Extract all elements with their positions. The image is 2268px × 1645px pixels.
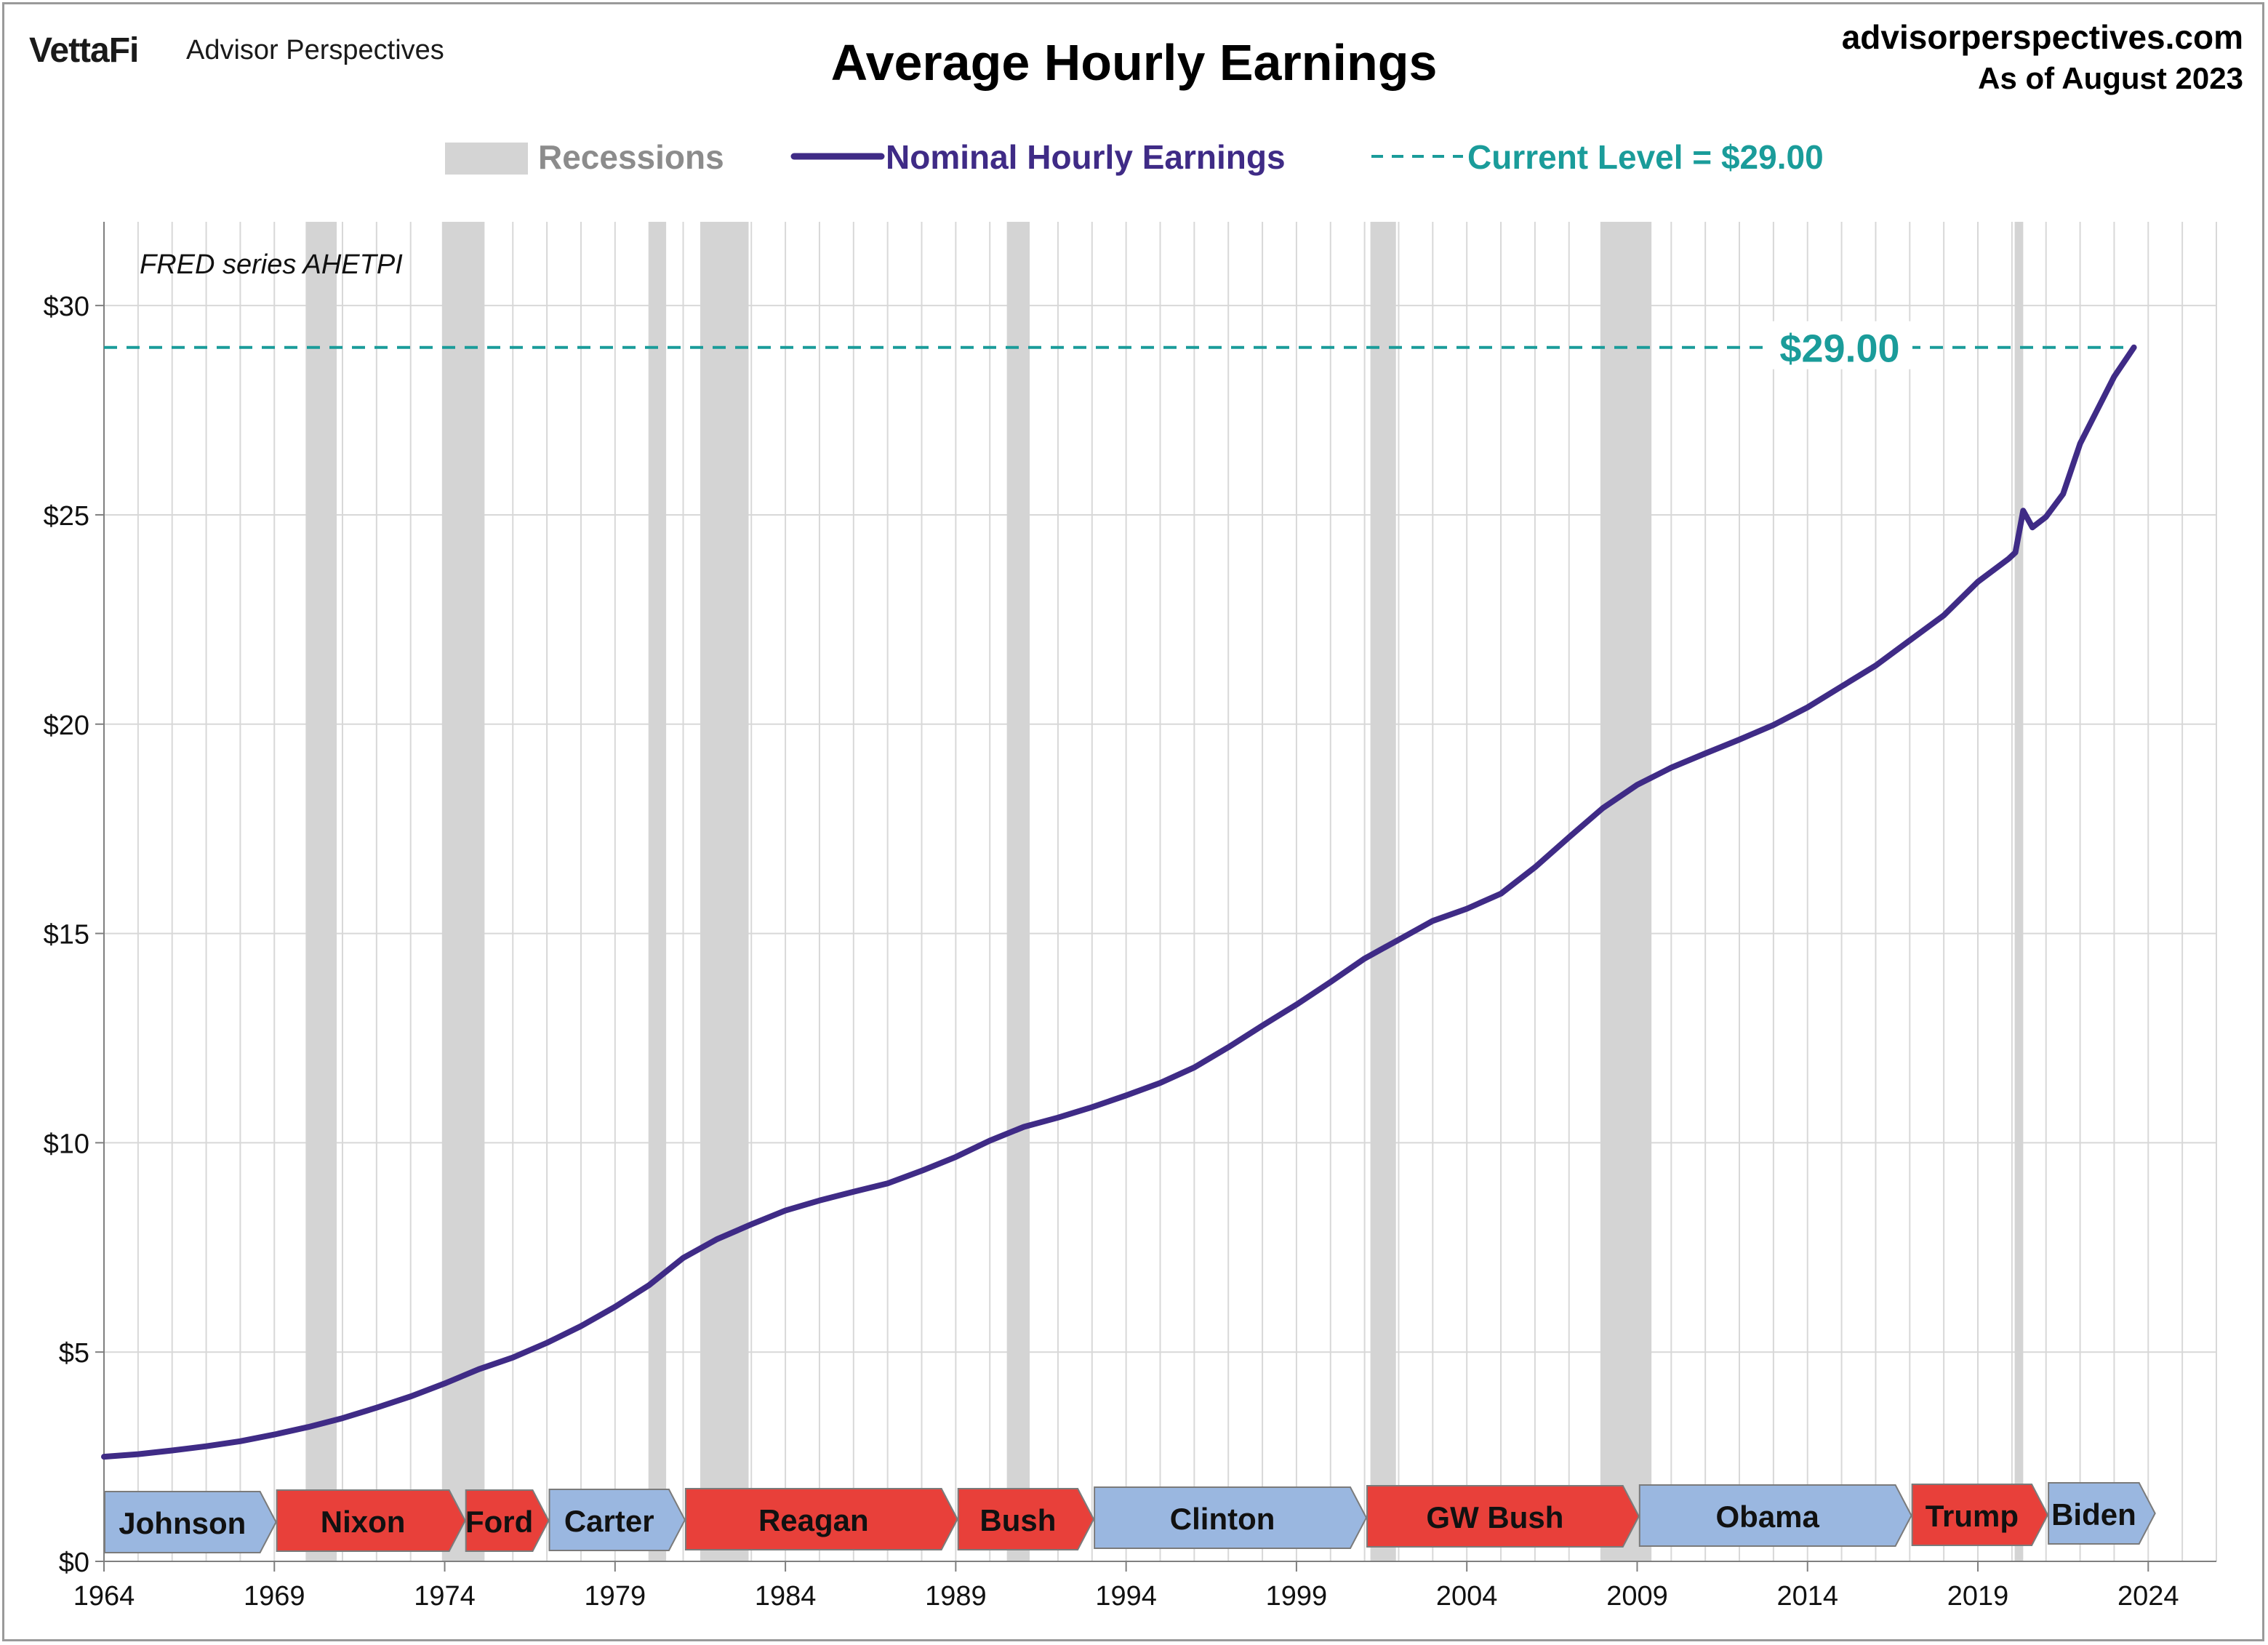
- recession-bands: [305, 222, 2024, 1561]
- y-tick-label: $0: [59, 1548, 89, 1578]
- vettafi-logo: VettaFi: [29, 31, 139, 70]
- x-tick-label: 1999: [1266, 1581, 1328, 1612]
- y-tick-label: $15: [44, 920, 89, 950]
- president-arrow-clinton: [1094, 1486, 1368, 1549]
- president-arrow-gw-bush: [1366, 1485, 1640, 1548]
- recession-band: [2014, 222, 2024, 1561]
- legend-recession-swatch: [445, 143, 528, 175]
- recession-band: [1370, 222, 1396, 1561]
- chart-title: Average Hourly Earnings: [830, 34, 1438, 91]
- recession-band: [305, 222, 337, 1561]
- source-note: FRED series AHETPI: [140, 249, 403, 280]
- president-label-obama: Obama: [1716, 1500, 1820, 1534]
- recession-band: [1600, 222, 1652, 1561]
- recession-band: [649, 222, 667, 1561]
- series-line-nominal-hourly-earnings: [101, 344, 2137, 1460]
- current-level: $29.00: [104, 321, 2134, 371]
- president-arrow-trump: [1911, 1484, 2049, 1546]
- x-tick-label: 2024: [2117, 1581, 2179, 1612]
- recession-band: [441, 222, 485, 1561]
- president-arrow-biden: [2048, 1482, 2156, 1545]
- president-label-reagan: Reagan: [758, 1503, 869, 1537]
- x-tick-label: 2014: [1776, 1581, 1838, 1612]
- legend-recession-label: Recessions: [538, 138, 724, 176]
- y-tick-label: $30: [44, 292, 89, 322]
- recession-band: [1006, 222, 1030, 1561]
- brand-name: Advisor Perspectives: [186, 35, 444, 65]
- x-tick-label: 1969: [244, 1581, 305, 1612]
- legend: Recessions Nominal Hourly Earnings Curre…: [445, 138, 1824, 176]
- x-tick-label: 1994: [1095, 1581, 1157, 1612]
- axes: $0 $5 $10 $15 $20 $25 $30 1964 1969 1974 1979 1984 1…: [44, 222, 2216, 1612]
- president-label-gw-bush: GW Bush: [1426, 1500, 1563, 1534]
- x-tick-label: 1989: [925, 1581, 987, 1612]
- president-label-johnson: Johnson: [119, 1506, 246, 1540]
- president-arrow-obama: [1638, 1484, 1912, 1547]
- x-tick-label: 1984: [755, 1581, 817, 1612]
- y-tick-label: $5: [59, 1338, 89, 1369]
- president-label-nixon: Nixon: [321, 1505, 406, 1539]
- president-label-clinton: Clinton: [1170, 1502, 1275, 1536]
- president-label-bush: Bush: [979, 1503, 1056, 1537]
- president-arrow-nixon: [276, 1489, 466, 1552]
- as-of-date: As of August 2023: [1978, 61, 2243, 95]
- x-tick-label: 2019: [1947, 1581, 2009, 1612]
- y-tick-label: $20: [44, 711, 89, 741]
- site-url: advisorperspectives.com: [1841, 18, 2243, 56]
- president-arrow-reagan: [684, 1488, 958, 1550]
- president-arrow-carter: [548, 1489, 686, 1551]
- legend-current-label: Current Level = $29.00: [1467, 138, 1824, 176]
- x-tick-label: 1979: [585, 1581, 646, 1612]
- president-arrow-ford: [465, 1489, 550, 1552]
- president-label-carter: Carter: [564, 1504, 654, 1538]
- president-label-trump: Trump: [1926, 1499, 2019, 1533]
- y-tick-label: $25: [44, 501, 89, 532]
- president-arrow-bush: [957, 1488, 1095, 1550]
- recession-band: [700, 222, 749, 1561]
- president-arrows: Johnson Nixon Ford Carter Reagan Bush Clinton G…: [104, 1482, 2156, 1553]
- series: [101, 344, 2137, 1460]
- x-tick-label: 1974: [414, 1581, 476, 1612]
- president-label-biden: Biden: [2051, 1497, 2136, 1532]
- grid: [103, 222, 2217, 1562]
- current-level-label: $29.00: [1779, 327, 1899, 371]
- president-arrow-johnson: [104, 1491, 277, 1553]
- legend-line-label: Nominal Hourly Earnings: [886, 138, 1286, 176]
- president-label-ford: Ford: [465, 1505, 533, 1539]
- x-tick-label: 2004: [1436, 1581, 1498, 1612]
- current-level-label-bg: [1767, 321, 1912, 369]
- x-tick-label: 1964: [73, 1581, 135, 1612]
- y-tick-label: $10: [44, 1129, 89, 1159]
- x-tick-label: 2009: [1606, 1581, 1668, 1612]
